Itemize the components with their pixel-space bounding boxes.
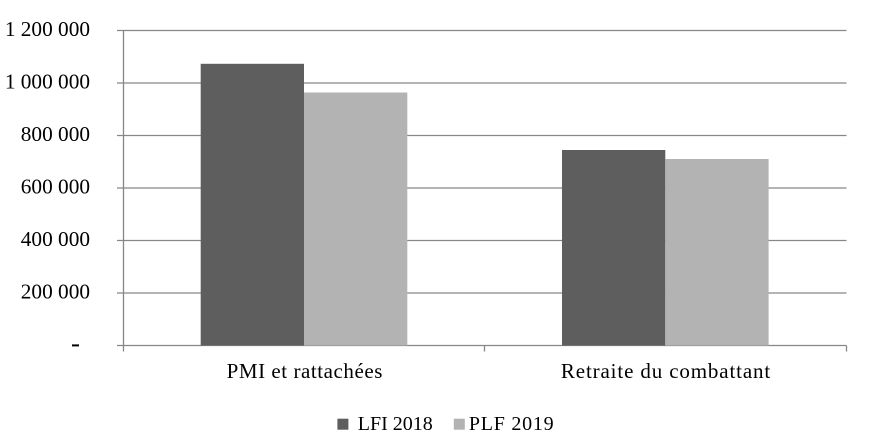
svg-text:200 000: 200 000: [21, 280, 90, 304]
svg-text:Retraite du combattant: Retraite du combattant: [561, 359, 771, 383]
svg-text:800 000: 800 000: [21, 122, 90, 146]
svg-text:LFI 2018: LFI 2018: [358, 413, 433, 435]
svg-text:PMI et rattachées: PMI et rattachées: [227, 359, 383, 383]
svg-text:600 000: 600 000: [21, 175, 90, 199]
svg-text:1 200 000: 1 200 000: [5, 17, 90, 41]
svg-text:1 000 000: 1 000 000: [5, 70, 90, 94]
svg-text:400 000: 400 000: [21, 227, 90, 251]
svg-text:PLF 2019: PLF 2019: [469, 413, 554, 435]
